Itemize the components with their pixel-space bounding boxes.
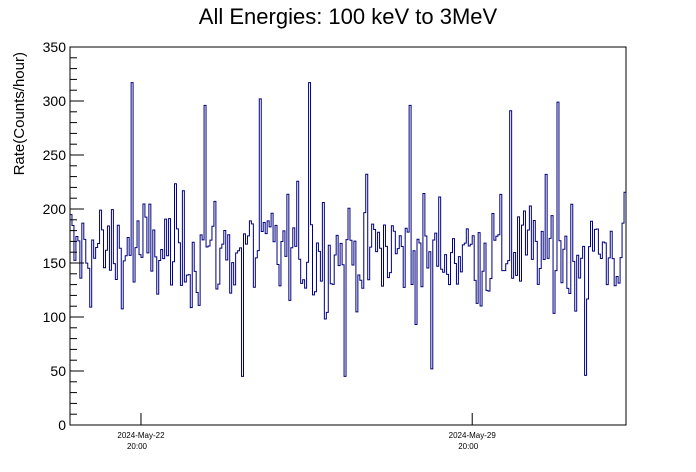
x-tick-label-time: 20:00	[458, 442, 479, 451]
x-axis: 2024-May-22 20:00 2024-May-29 20:00	[117, 413, 496, 451]
y-tick-label: 200	[43, 201, 67, 217]
y-tick-label: 300	[43, 93, 67, 109]
y-tick-label: 350	[43, 39, 67, 55]
x-tick-label-date: 2024-May-29	[449, 431, 497, 440]
y-axis: 0 50 100 150 200 250 300 350	[43, 39, 84, 433]
chart-title: All Energies: 100 keV to 3MeV	[199, 4, 498, 29]
rate-series-line	[70, 82, 626, 377]
x-tick-label-time: 20:00	[127, 442, 148, 451]
y-tick-label: 250	[43, 147, 67, 163]
plot-frame	[69, 46, 627, 426]
y-tick-label: 0	[58, 417, 66, 433]
series-layer	[70, 82, 626, 377]
y-tick-label: 150	[43, 255, 67, 271]
y-axis-label: Rate(Counts/hour)	[11, 52, 28, 175]
y-tick-label: 50	[50, 363, 66, 379]
x-tick-label-date: 2024-May-22	[117, 431, 165, 440]
y-tick-label: 100	[43, 309, 67, 325]
